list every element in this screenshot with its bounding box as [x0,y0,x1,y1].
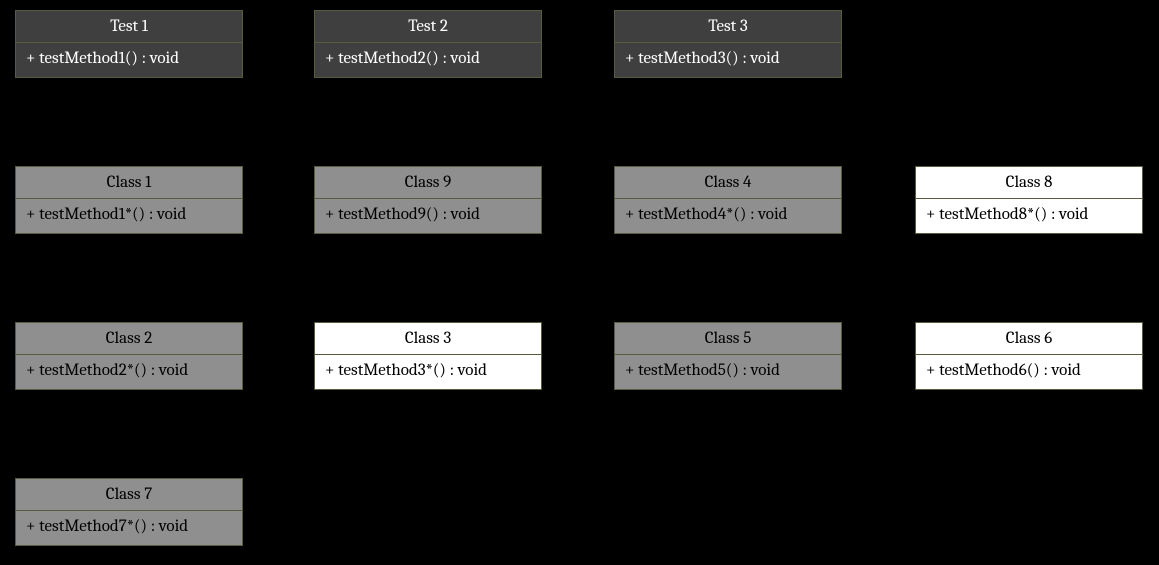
uml-node-test-3: Test 3+ testMethod3() : void [614,10,842,78]
uml-node-class-6: Class 6+ testMethod6() : void [915,322,1143,390]
uml-node-title: Test 3 [615,11,841,43]
uml-node-method: + testMethod9() : void [315,199,541,232]
uml-node-title: Class 4 [615,167,841,199]
uml-node-title: Class 1 [16,167,242,199]
uml-node-class-3: Class 3+ testMethod3*() : void [314,322,542,390]
uml-node-method: + testMethod1() : void [16,43,242,76]
uml-node-title: Class 2 [16,323,242,355]
uml-node-method: + testMethod8*() : void [916,199,1142,232]
uml-node-method: + testMethod4*() : void [615,199,841,232]
uml-node-title: Test 2 [315,11,541,43]
uml-node-class-8: Class 8+ testMethod8*() : void [915,166,1143,234]
uml-node-title: Class 3 [315,323,541,355]
uml-node-method: + testMethod6() : void [916,355,1142,388]
uml-node-title: Class 9 [315,167,541,199]
uml-node-title: Class 6 [916,323,1142,355]
uml-node-method: + testMethod1*() : void [16,199,242,232]
uml-node-test-2: Test 2+ testMethod2() : void [314,10,542,78]
uml-node-class-2: Class 2+ testMethod2*() : void [15,322,243,390]
uml-node-method: + testMethod3*() : void [315,355,541,388]
uml-node-class-5: Class 5+ testMethod5() : void [614,322,842,390]
uml-node-title: Class 5 [615,323,841,355]
uml-node-class-7: Class 7+ testMethod7*() : void [15,478,243,546]
diagram-canvas: Test 1+ testMethod1() : voidTest 2+ test… [0,0,1159,565]
uml-node-method: + testMethod2*() : void [16,355,242,388]
uml-node-class-4: Class 4+ testMethod4*() : void [614,166,842,234]
uml-node-class-1: Class 1+ testMethod1*() : void [15,166,243,234]
uml-node-class-9: Class 9+ testMethod9() : void [314,166,542,234]
uml-node-method: + testMethod5() : void [615,355,841,388]
uml-node-title: Class 8 [916,167,1142,199]
uml-node-method: + testMethod2() : void [315,43,541,76]
uml-node-title: Class 7 [16,479,242,511]
uml-node-title: Test 1 [16,11,242,43]
uml-node-method: + testMethod7*() : void [16,511,242,544]
uml-node-test-1: Test 1+ testMethod1() : void [15,10,243,78]
uml-node-method: + testMethod3() : void [615,43,841,76]
